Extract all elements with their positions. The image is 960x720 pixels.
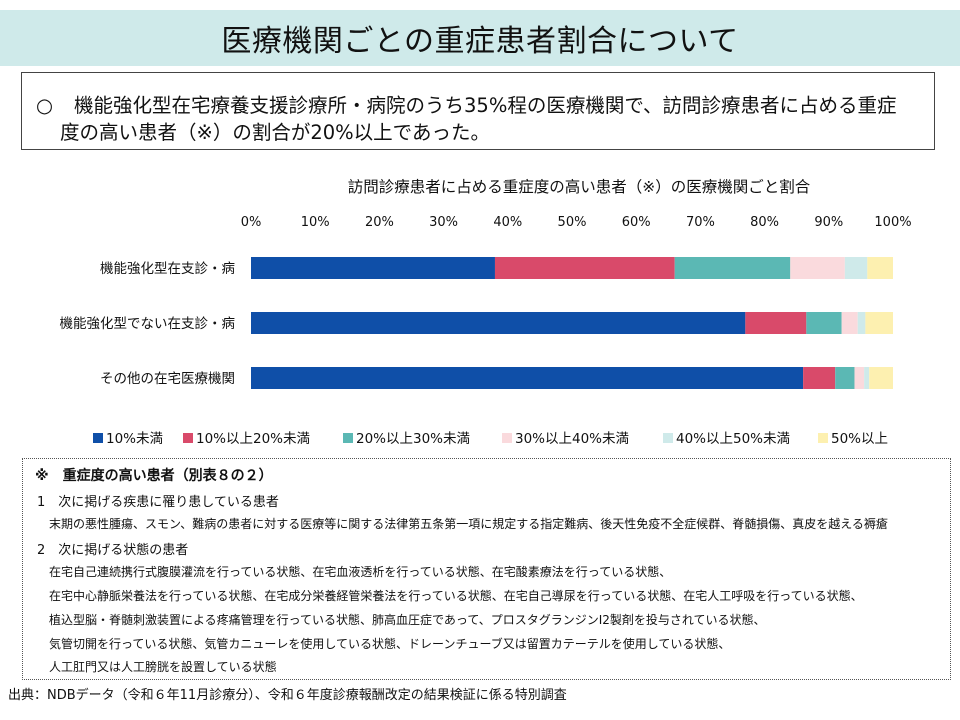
- bar-segment: [844, 257, 868, 279]
- page-title: 医療機関ごとの重症患者割合について: [221, 24, 739, 59]
- x-tick-label: 90%: [814, 215, 843, 230]
- bar-segment: [864, 367, 870, 389]
- legend-swatch: [663, 433, 673, 443]
- bar-segment: [251, 367, 804, 389]
- legend-label: 20%以上30%未満: [356, 431, 470, 447]
- x-tick-label: 20%: [365, 215, 394, 230]
- summary-line-1: ○ 機能強化型在宅療養支援診療所・病院のうち35%程の医療機関で、訪問診療患者に占…: [36, 89, 897, 118]
- summary-text-2: 度の高い患者（※）の割合が20%以上であった。: [60, 121, 490, 144]
- x-tick-label: 60%: [622, 215, 651, 230]
- bar-segment: [251, 312, 746, 334]
- note-section-2-item: 在宅中心静脈栄養法を行っている状態、在宅成分栄養経管栄養法を行っている状態、在宅…: [49, 589, 863, 603]
- legend-label: 50%以上: [831, 431, 888, 447]
- category-label: その他の在宅医療機関: [100, 370, 235, 387]
- note-section-2-item: 在宅自己連続携行式腹膜灌流を行っている状態、在宅血液透析を行っている状態、在宅酸…: [49, 565, 672, 579]
- bar-segment: [857, 312, 866, 334]
- category-label: 機能強化型でない在支診・病: [60, 316, 236, 332]
- legend-label: 40%以上50%未満: [676, 431, 790, 447]
- note-section-1: 1 次に掲げる疾患に罹り患している患者: [37, 495, 279, 510]
- bar-segment: [806, 312, 842, 334]
- x-tick-label: 50%: [558, 215, 587, 230]
- note-section-2-item: 植込型脳・脊髄刺激装置による疼痛管理を行っている状態、肺高血圧症であって、プロス…: [49, 613, 766, 627]
- x-tick-label: 100%: [874, 215, 911, 230]
- source-citation: 出典：NDBデータ（令和６年11月診療分）、令和６年度診療報酬改定の結果検証に係…: [8, 688, 567, 703]
- legend-swatch: [818, 433, 828, 443]
- legend-swatch: [502, 433, 512, 443]
- legend-label: 30%以上40%未満: [515, 431, 629, 447]
- bar-segment: [865, 312, 893, 334]
- bar-segment: [841, 312, 858, 334]
- bar-segment: [803, 367, 836, 389]
- legend-swatch: [343, 433, 353, 443]
- x-tick-label: 10%: [301, 215, 330, 230]
- bar-segment: [674, 257, 791, 279]
- title-band: [0, 10, 960, 66]
- legend-swatch: [93, 433, 103, 443]
- note-section-2: 2 次に掲げる状態の患者: [37, 543, 189, 558]
- legend-label: 10%未満: [106, 431, 163, 447]
- bar-segment: [854, 367, 865, 389]
- x-tick-label: 70%: [686, 215, 715, 230]
- summary-box: ○ 機能強化型在宅療養支援診療所・病院のうち35%程の医療機関で、訪問診療患者に占…: [21, 72, 935, 150]
- note-section-1-item: 末期の悪性腫瘍、スモン、難病の患者に対する医療等に関する法律第五条第一項に規定す…: [49, 517, 888, 531]
- circle-bullet-icon: ○: [36, 94, 54, 117]
- bar-segment: [251, 257, 495, 279]
- summary-text-1: 機能強化型在宅療養支援診療所・病院のうち35%程の医療機関で、訪問診療患者に占め…: [74, 94, 897, 117]
- x-tick-label: 0%: [241, 215, 262, 230]
- bar-segment: [835, 367, 855, 389]
- x-tick-label: 80%: [750, 215, 779, 230]
- bar-segment: [869, 367, 893, 389]
- legend-label: 10%以上20%未満: [196, 431, 310, 447]
- chart-title: 訪問診療患者に占める重症度の高い患者（※）の医療機関ごと割合: [348, 178, 811, 196]
- legend-swatch: [183, 433, 193, 443]
- note-heading: ※ 重症度の高い患者（別表８の２）: [35, 468, 273, 484]
- category-label: 機能強化型在支診・病: [100, 261, 235, 277]
- bar-segment: [494, 257, 675, 279]
- note-section-2-item: 気管切開を行っている状態、気管カニューレを使用している状態、ドレーンチューブ又は…: [49, 637, 731, 651]
- x-tick-label: 40%: [493, 215, 522, 230]
- bar-segment: [790, 257, 845, 279]
- note-box: ※ 重症度の高い患者（別表８の２） 1 次に掲げる疾患に罹り患している患者 末期…: [22, 458, 951, 680]
- bar-segment: [867, 257, 893, 279]
- note-section-2-item: 人工肛門又は人工膀胱を設置している状態: [49, 660, 277, 674]
- stacked-bar-chart: 訪問診療患者に占める重症度の高い患者（※）の医療機関ごと割合 0% 10% 20% 30…: [60, 178, 912, 447]
- x-tick-label: 30%: [429, 215, 458, 230]
- bar-segment: [745, 312, 807, 334]
